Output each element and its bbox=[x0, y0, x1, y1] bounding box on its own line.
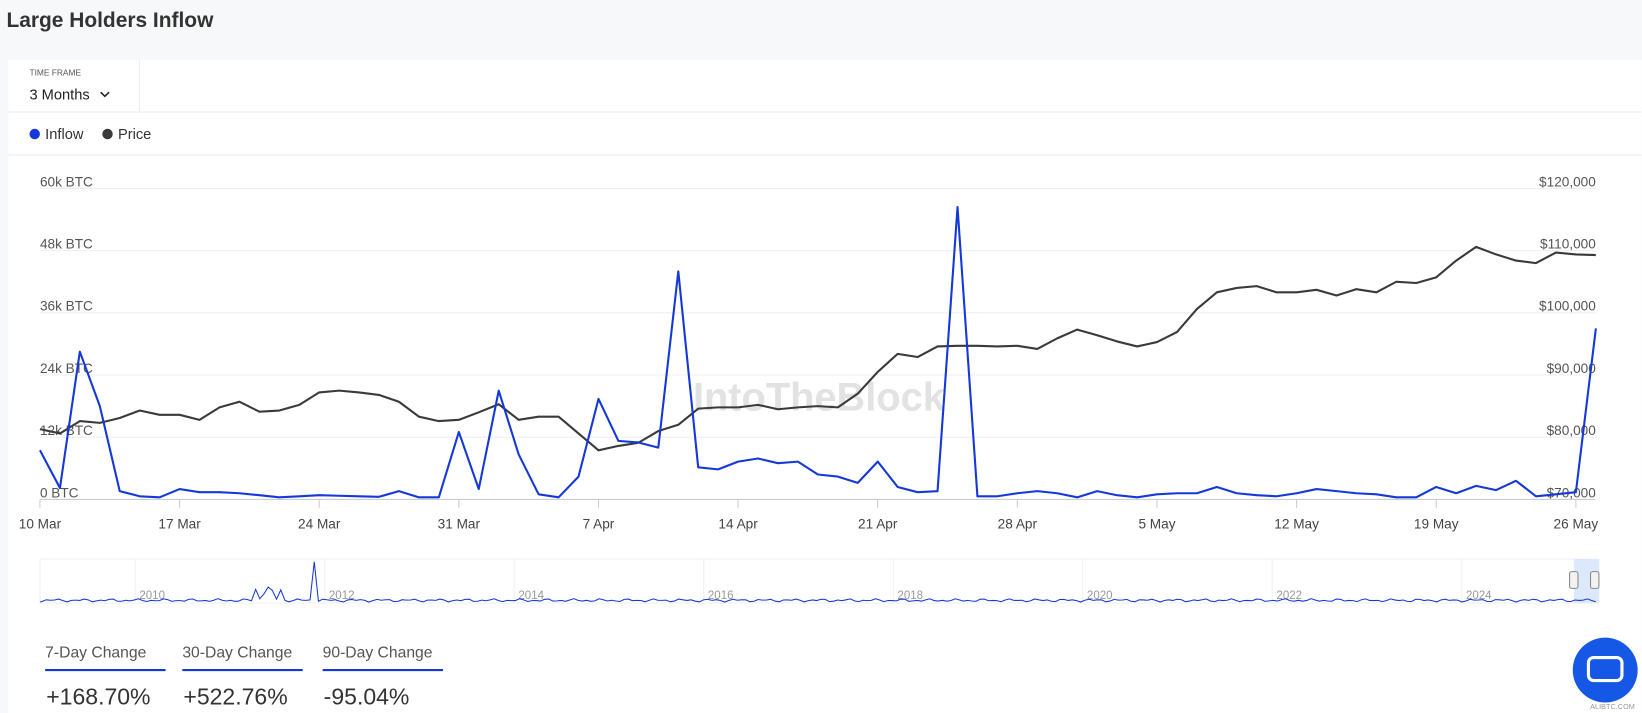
navigator-year: 2024 bbox=[1466, 590, 1492, 602]
change-tab-label[interactable]: 90-Day Change bbox=[323, 645, 433, 662]
y-tick-label: 48k BTC bbox=[40, 237, 93, 252]
y-tick-label: 60k BTC bbox=[40, 174, 93, 189]
x-tick-label: 19 May bbox=[1414, 517, 1459, 532]
x-tick-label: 26 May bbox=[1554, 517, 1599, 532]
legend-marker[interactable] bbox=[29, 128, 40, 140]
x-tick-label: 21 Apr bbox=[858, 517, 898, 532]
y2-tick-label: $100,000 bbox=[1539, 299, 1596, 314]
y-tick-label: 24k BTC bbox=[40, 361, 93, 376]
y2-tick-label: $110,000 bbox=[1540, 237, 1596, 252]
y-tick-label: 0 BTC bbox=[40, 485, 79, 500]
dropdown-icon[interactable] bbox=[100, 91, 110, 98]
navigator-line bbox=[39, 561, 1596, 603]
navigator-year: 2020 bbox=[1087, 590, 1113, 602]
x-tick-label: 12 May bbox=[1274, 517, 1319, 532]
time-frame-select[interactable]: 3 Months bbox=[29, 87, 110, 103]
legend-label[interactable]: Price bbox=[118, 127, 151, 143]
x-tick-label: 24 Mar bbox=[298, 517, 341, 532]
watermark: IntoTheBlock bbox=[693, 375, 946, 419]
navigator-year: 2012 bbox=[329, 590, 355, 602]
navigator-year: 2016 bbox=[708, 590, 734, 602]
x-tick-label: 7 Apr bbox=[583, 517, 615, 532]
x-tick-label: 17 Mar bbox=[158, 517, 201, 532]
time-frame-value[interactable]: 3 Months bbox=[29, 87, 89, 103]
chat-button[interactable] bbox=[1572, 637, 1638, 703]
chat-icon[interactable] bbox=[1586, 655, 1624, 683]
time-frame-label: TIME FRAME bbox=[29, 67, 81, 77]
y2-tick-label: $90,000 bbox=[1547, 361, 1597, 376]
page-title: Large Holders Inflow bbox=[6, 9, 214, 32]
change-value: -95.04% bbox=[324, 684, 410, 710]
panel bbox=[8, 59, 1642, 713]
x-tick-label: 31 Mar bbox=[438, 517, 481, 532]
y2-tick-label: $80,000 bbox=[1547, 423, 1597, 438]
x-tick-label: 5 May bbox=[1138, 517, 1175, 532]
change-tab-label[interactable]: 30-Day Change bbox=[182, 645, 292, 662]
navigator-handle[interactable] bbox=[1569, 571, 1579, 589]
navigator-year: 2014 bbox=[518, 590, 544, 602]
navigator-year: 2018 bbox=[897, 590, 923, 602]
legend-label[interactable]: Inflow bbox=[45, 127, 84, 143]
series-line bbox=[39, 206, 1597, 499]
change-tab-label[interactable]: 7-Day Change bbox=[45, 645, 146, 662]
x-tick-label: 28 Apr bbox=[998, 517, 1038, 532]
navigator-handle[interactable] bbox=[1590, 571, 1600, 589]
y-tick-label: 36k BTC bbox=[40, 299, 93, 314]
x-tick-label: 14 Apr bbox=[718, 517, 758, 532]
change-value: +168.70% bbox=[46, 684, 150, 710]
y-tick-label: 12k BTC bbox=[40, 423, 93, 438]
navigator[interactable] bbox=[39, 558, 1600, 604]
x-tick-label: 10 Mar bbox=[19, 517, 62, 532]
corner-logo: ALIBTC.COM bbox=[1590, 702, 1635, 711]
y2-tick-label: $120,000 bbox=[1539, 174, 1596, 189]
navigator-year: 2010 bbox=[139, 590, 165, 602]
series-line bbox=[39, 245, 1596, 452]
legend-marker[interactable] bbox=[102, 128, 113, 140]
change-value: +522.76% bbox=[183, 684, 287, 710]
